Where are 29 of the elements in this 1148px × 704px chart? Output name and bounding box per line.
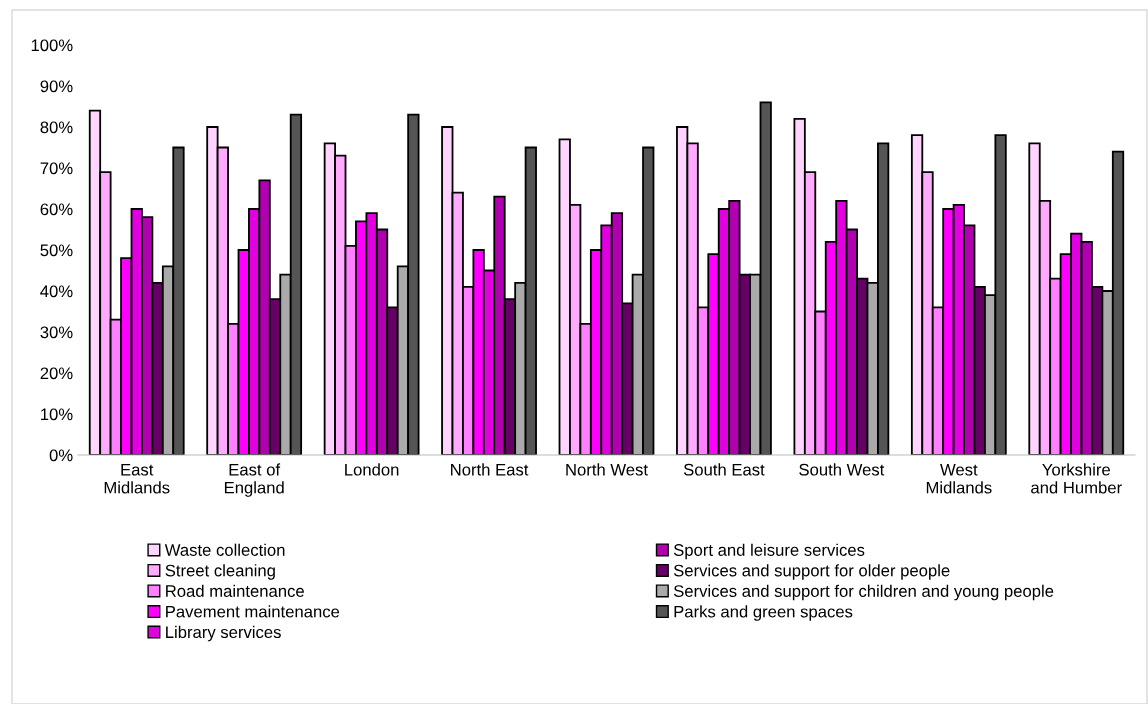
x-tick-label: East Midlands xyxy=(104,463,170,494)
x-tick-label: London xyxy=(345,463,399,476)
y-tick-label: 80% xyxy=(40,121,73,134)
legend-label: Parks and green spaces xyxy=(674,605,853,621)
legend-label: Road maintenance xyxy=(166,584,304,597)
y-tick-label: 60% xyxy=(40,203,73,216)
legend-label: Library services xyxy=(166,625,281,642)
y-tick-label: 30% xyxy=(40,326,73,339)
legend-label: Services and support for children and young people xyxy=(673,584,1054,601)
x-tick-label: East of England xyxy=(224,463,284,497)
x-tick-label: North West xyxy=(566,463,648,476)
legend-label: Services and support for older people xyxy=(673,564,950,580)
x-tick-label: North East xyxy=(451,463,529,476)
y-tick-label: 90% xyxy=(40,80,73,93)
legend-label: Sport and leisure services xyxy=(673,543,865,560)
legend-label: Pavement maintenance xyxy=(166,605,340,618)
y-tick-label: 0% xyxy=(49,449,73,462)
x-tick-label: Yorkshire and Humber xyxy=(1031,463,1122,494)
x-tick-label: South East xyxy=(683,463,765,476)
y-tick-label: 20% xyxy=(40,367,73,380)
y-tick-label: 50% xyxy=(40,244,73,257)
x-tick-label: South West xyxy=(799,463,885,476)
y-tick-label: 10% xyxy=(41,408,73,421)
y-tick-label: 100% xyxy=(31,39,73,52)
x-tick-label: West Midlands xyxy=(926,463,992,494)
legend-label: Waste collection xyxy=(164,543,285,556)
y-tick-label: 40% xyxy=(40,285,73,298)
y-tick-label: 70% xyxy=(40,162,73,175)
legend-label: Street cleaning xyxy=(165,564,275,580)
